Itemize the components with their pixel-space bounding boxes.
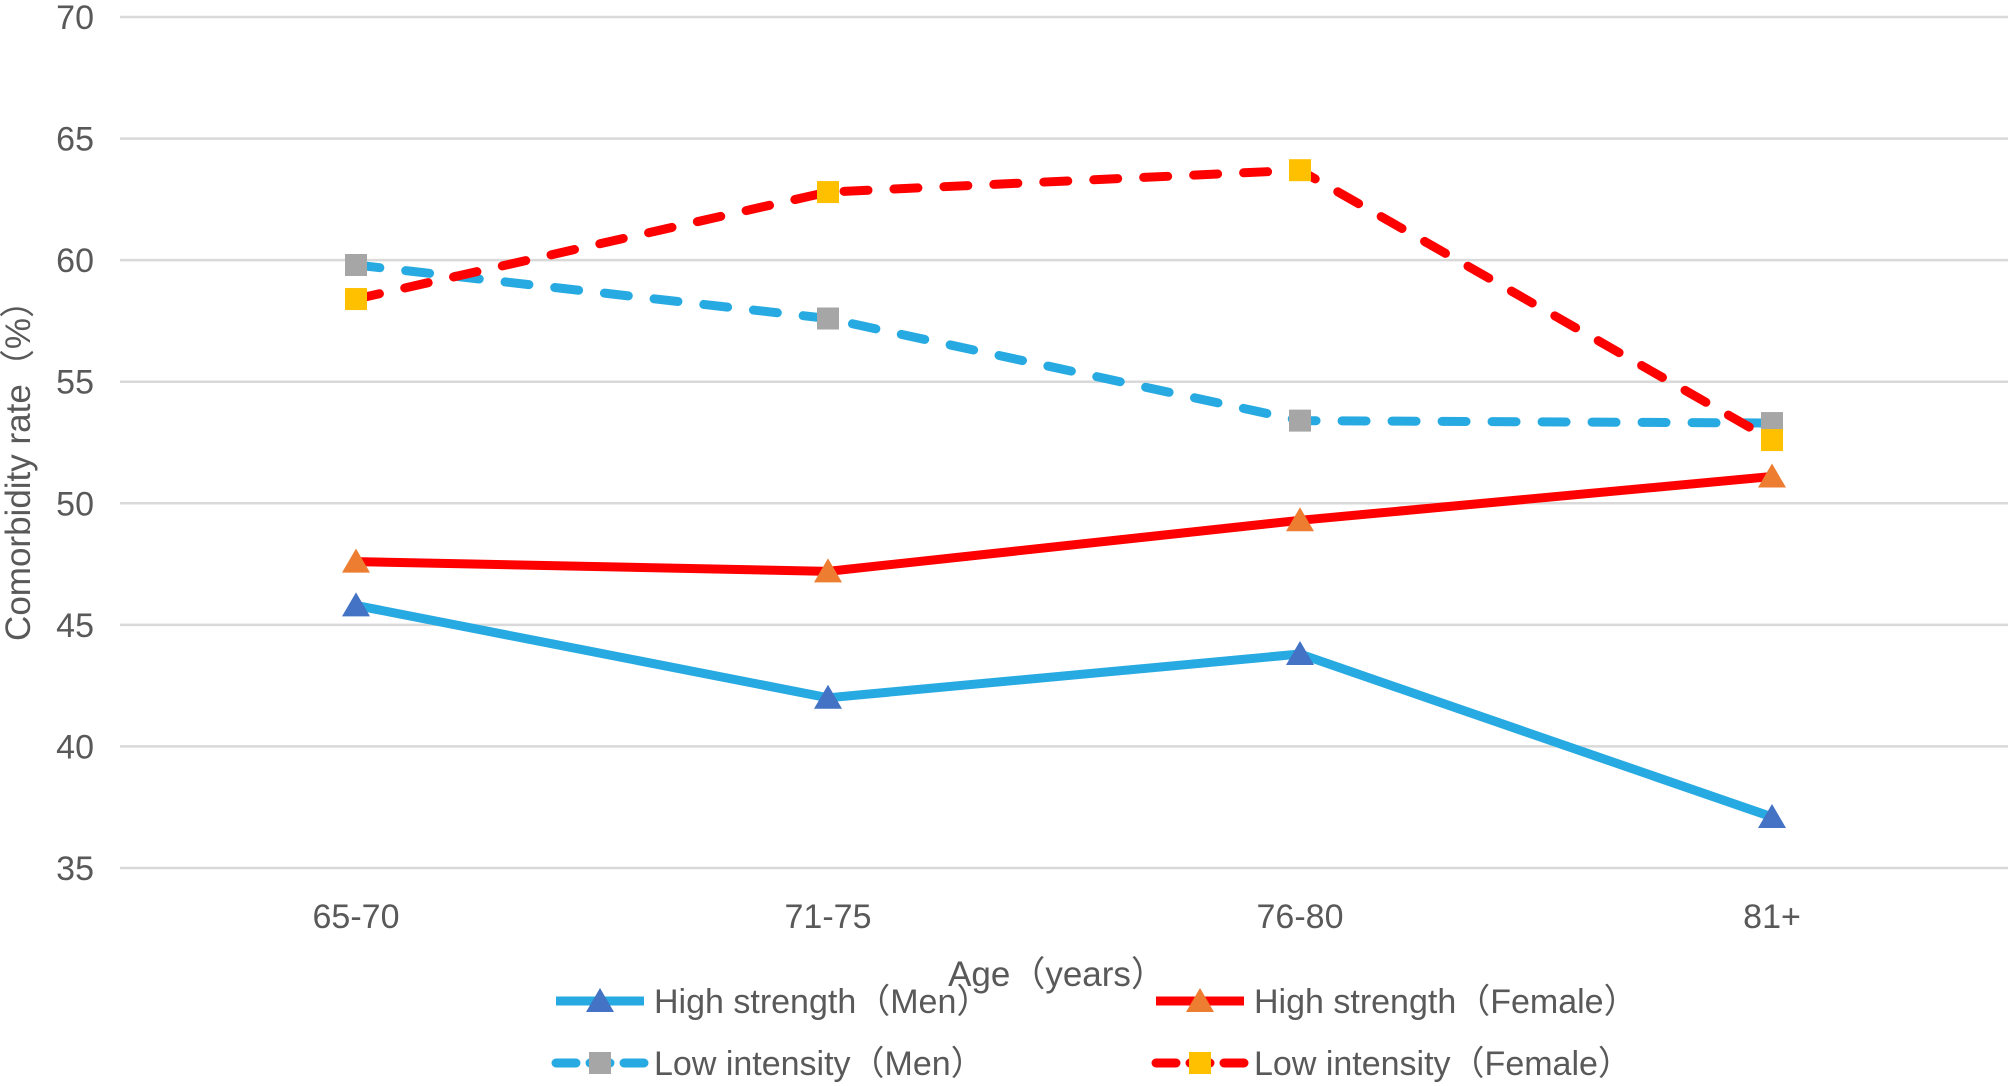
y-tick-label: 45	[56, 607, 94, 645]
legend-label: Low intensity（Female）	[1254, 1045, 1632, 1083]
legend-item-high-strength-female: High strength（Female）	[1156, 983, 1638, 1021]
y-tick-label: 55	[56, 364, 94, 402]
series-marker-low-intensity-men	[817, 307, 839, 330]
series-marker-low-intensity-female	[345, 288, 367, 311]
triangle-icon	[586, 988, 614, 1012]
y-axis-title: Comorbidity rate（%）	[0, 283, 38, 641]
series-marker-low-intensity-female	[1289, 159, 1311, 182]
legend-item-low-intensity-female: Low intensity（Female）	[1151, 1045, 1632, 1083]
series-marker-high-strength-female	[814, 558, 842, 583]
series-line-low-intensity-men	[351, 260, 1777, 428]
x-category-label: 76-80	[1257, 898, 1344, 936]
y-tick-label: 35	[56, 850, 94, 888]
series-marker-low-intensity-female	[1761, 429, 1783, 452]
legend-label: Low intensity（Men）	[654, 1045, 985, 1083]
x-axis-title: Age（years）	[948, 955, 1166, 994]
x-category-label: 71-75	[785, 898, 872, 936]
series-high-strength-men	[342, 592, 1786, 828]
x-category-label: 65-70	[313, 898, 400, 936]
legend-item-high-strength-men: High strength（Men）	[556, 983, 990, 1021]
triangle-icon	[1186, 988, 1214, 1012]
series-marker-high-strength-men	[1286, 641, 1314, 666]
y-tick-label: 65	[56, 121, 94, 159]
y-tick-label: 70	[56, 0, 94, 37]
series-marker-low-intensity-men	[345, 254, 367, 277]
series-marker-high-strength-men	[342, 592, 370, 617]
gridlines-layer	[120, 15, 2008, 870]
y-tick-label: 60	[56, 242, 94, 280]
y-tick-label: 40	[56, 728, 94, 766]
legend: High strength（Men） High strength（Female） L…	[551, 983, 1638, 1083]
series-line-high-strength-men	[355, 600, 1774, 822]
series-line-low-intensity-female	[351, 165, 1777, 445]
series-marker-high-strength-female	[1758, 463, 1786, 488]
legend-item-low-intensity-men: Low intensity（Men）	[551, 1045, 985, 1083]
x-category-label: 81+	[1743, 898, 1801, 936]
series-marker-high-strength-men	[814, 684, 842, 709]
y-tick-label: 50	[56, 485, 94, 523]
axis-labels-layer: 35 40 45 50 55 60 65 70 65-70 71-75 76-80 81+	[56, 0, 1801, 936]
square-icon	[1189, 1052, 1211, 1074]
series-marker-low-intensity-men	[1761, 412, 1783, 435]
series-marker-high-strength-men	[1758, 803, 1786, 828]
legend-label: High strength（Men）	[654, 983, 990, 1021]
square-icon	[589, 1052, 611, 1074]
series-layer	[342, 159, 1786, 828]
series-marker-high-strength-female	[342, 548, 370, 573]
series-line-high-strength-female	[355, 472, 1773, 576]
series-low-intensity-female	[345, 159, 1783, 452]
series-low-intensity-men	[345, 254, 1783, 435]
series-high-strength-female	[342, 463, 1786, 583]
series-marker-high-strength-female	[1286, 507, 1314, 532]
series-marker-low-intensity-men	[1289, 409, 1311, 432]
legend-label: High strength（Female）	[1254, 983, 1638, 1021]
series-marker-low-intensity-female	[817, 181, 839, 204]
